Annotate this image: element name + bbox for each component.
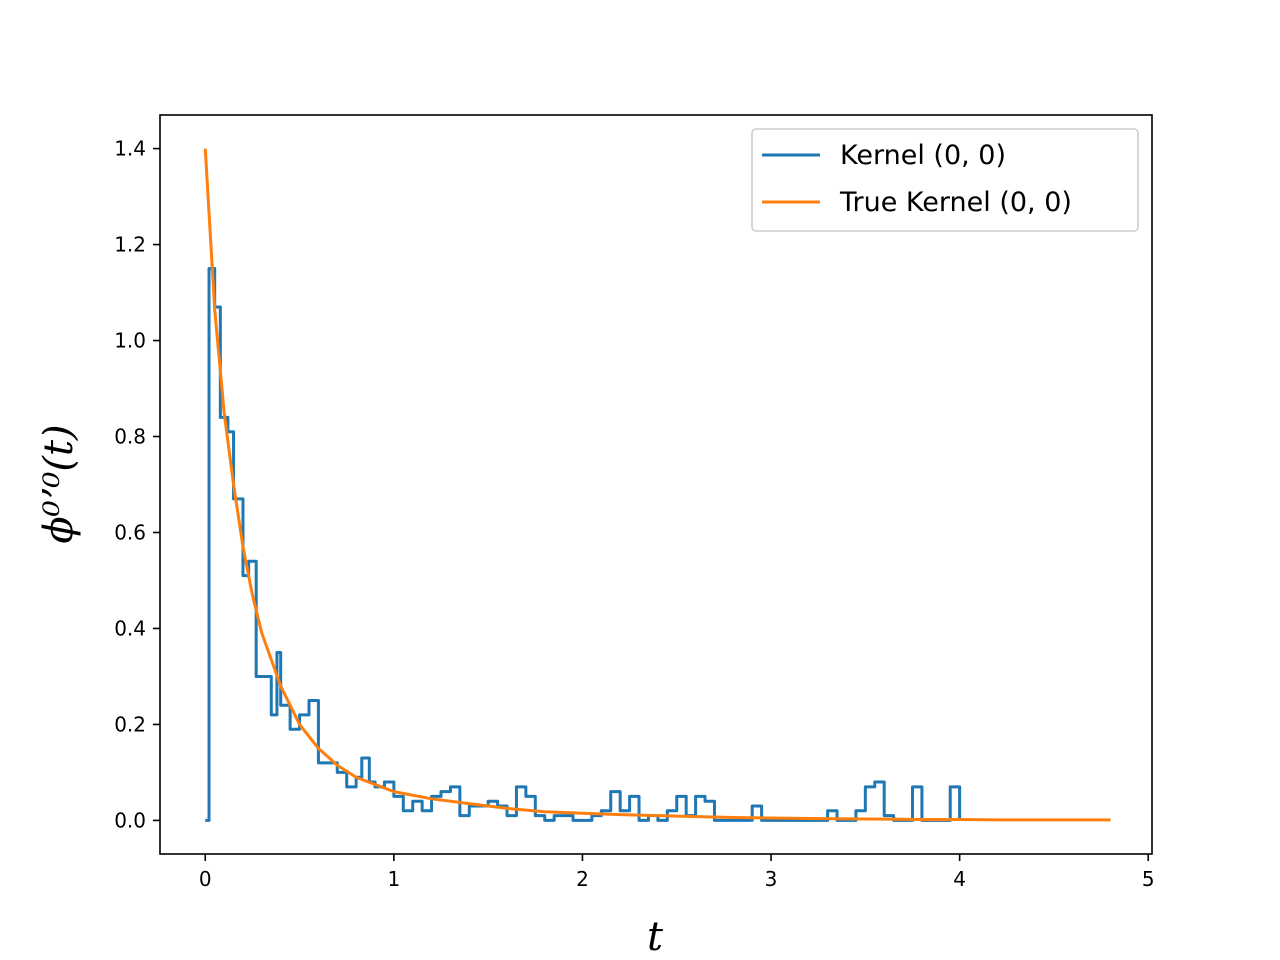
- x-axis: 0 1 2 3 4 5: [199, 854, 1155, 891]
- x-tick-label: 1: [387, 867, 400, 891]
- x-tick-label: 4: [953, 867, 966, 891]
- y-tick-label: 1.2: [114, 233, 146, 257]
- plot-area: [159, 114, 1153, 855]
- x-tick-label: 2: [576, 867, 589, 891]
- x-axis-title: t: [647, 914, 664, 960]
- y-tick-label: 0.0: [114, 808, 146, 832]
- y-tick-label: 0.4: [114, 616, 146, 640]
- legend-label-2: True Kernel (0, 0): [839, 187, 1072, 218]
- series-line-1: [205, 267, 962, 822]
- legend-label-1: Kernel (0, 0): [840, 140, 1006, 171]
- y-tick-label: 1.4: [114, 137, 146, 161]
- y-axis: 0.0 0.2 0.4 0.6 0.8 1.0 1.2 1.4: [114, 137, 160, 832]
- y-tick-label: 0.2: [114, 712, 146, 736]
- x-tick-label: 0: [199, 867, 212, 891]
- x-tick-label: 5: [1142, 867, 1155, 891]
- y-axis-title: ϕ⁰ʼ⁰(t): [36, 424, 82, 543]
- x-tick-label: 3: [765, 867, 778, 891]
- legend: Kernel (0, 0) True Kernel (0, 0): [751, 128, 1139, 232]
- y-tick-label: 0.8: [114, 425, 146, 449]
- y-tick-label: 0.6: [114, 520, 146, 544]
- legend-box: [751, 128, 1139, 232]
- plot-frame: [159, 114, 1153, 855]
- y-tick-label: 1.0: [114, 329, 146, 353]
- series-line-2: [203, 148, 1111, 822]
